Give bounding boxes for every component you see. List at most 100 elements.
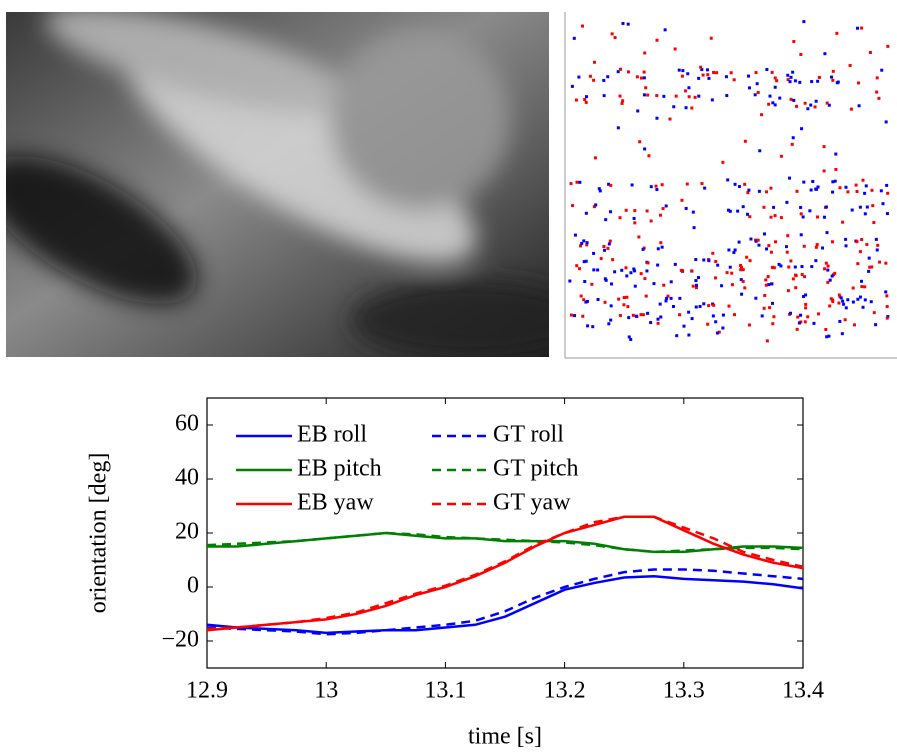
event-dot — [828, 304, 832, 308]
event-dot — [863, 191, 867, 195]
event-dot — [838, 319, 842, 323]
event-dot — [581, 314, 585, 318]
event-dot — [884, 261, 888, 265]
event-dot — [679, 268, 683, 272]
event-dot — [645, 269, 649, 273]
event-dot — [830, 274, 834, 278]
event-dot — [792, 40, 796, 44]
event-dot — [707, 304, 711, 308]
event-dot — [814, 187, 818, 191]
event-dot — [762, 232, 766, 236]
event-dot — [877, 96, 881, 100]
event-dot — [717, 330, 721, 334]
event-dot — [665, 296, 669, 300]
event-dot — [885, 212, 889, 216]
event-dot — [678, 313, 682, 317]
event-dot — [659, 315, 663, 319]
event-dot — [741, 279, 745, 283]
event-dot — [844, 185, 848, 189]
event-dot — [840, 332, 844, 336]
legend-label: EB yaw — [297, 490, 374, 516]
event-dot — [786, 73, 790, 77]
event-dot — [604, 218, 608, 222]
event-dot — [607, 182, 611, 186]
event-dot — [606, 75, 610, 79]
event-dot — [795, 189, 799, 193]
event-dot — [585, 299, 589, 303]
event-dot — [720, 284, 724, 288]
event-dot — [830, 75, 834, 79]
event-dot — [733, 182, 737, 186]
event-dot — [649, 321, 653, 325]
event-dot — [843, 318, 847, 322]
event-dot — [687, 333, 691, 337]
event-dot — [714, 260, 718, 264]
event-dot — [729, 71, 733, 75]
event-dot — [812, 321, 816, 325]
event-dot — [690, 106, 694, 110]
event-dot — [875, 76, 879, 80]
event-dot — [574, 98, 578, 102]
event-dot — [804, 306, 808, 310]
event-dot — [764, 283, 768, 287]
event-dot — [633, 209, 637, 213]
event-dot — [728, 265, 732, 269]
event-dot — [569, 313, 573, 317]
event-dot — [747, 86, 751, 90]
event-dot — [786, 78, 790, 82]
event-dot — [659, 213, 663, 217]
event-dot — [769, 215, 773, 219]
event-dot — [593, 156, 597, 160]
event-dot — [687, 310, 691, 314]
event-dot — [625, 274, 629, 278]
event-dot — [696, 276, 700, 280]
event-dot — [659, 241, 663, 245]
event-dot — [672, 105, 676, 109]
event-dot — [765, 68, 769, 72]
event-dot — [697, 76, 701, 80]
event-dot — [602, 244, 606, 248]
event-dot — [592, 251, 596, 255]
event-dot — [795, 327, 799, 331]
event-dot — [867, 269, 871, 273]
event-dot — [856, 297, 860, 301]
event-dot — [621, 21, 625, 25]
event-dot — [636, 109, 640, 113]
event-dot — [762, 205, 766, 209]
series-line — [206, 515, 804, 631]
event-dot — [854, 183, 858, 187]
event-dot — [680, 198, 684, 202]
event-dot — [647, 154, 651, 158]
event-dot — [684, 106, 688, 110]
event-dot — [584, 95, 588, 99]
event-dot — [570, 84, 574, 88]
event-dot — [656, 317, 660, 321]
event-dot — [588, 74, 592, 78]
event-dot — [625, 295, 629, 299]
legend-label: EB roll — [297, 422, 367, 448]
event-dot — [699, 65, 703, 69]
event-dot — [609, 210, 613, 214]
event-dot — [694, 258, 698, 262]
event-dot — [602, 94, 606, 98]
event-dot — [754, 71, 758, 75]
event-dot — [702, 302, 706, 306]
event-dot — [821, 246, 825, 250]
event-dot — [765, 339, 769, 343]
event-dot — [756, 238, 760, 242]
event-dot — [816, 185, 820, 189]
event-dot — [844, 244, 848, 248]
event-dot — [791, 277, 795, 281]
event-dot — [596, 268, 600, 272]
event-dot — [616, 70, 620, 74]
event-dot — [799, 212, 803, 216]
event-dot — [658, 302, 662, 306]
event-dot — [788, 80, 792, 84]
event-dot — [714, 276, 718, 280]
event-dot — [802, 180, 806, 184]
event-dot — [581, 24, 585, 28]
event-dot — [791, 70, 795, 74]
event-dot — [642, 70, 646, 74]
event-dot — [799, 233, 803, 237]
